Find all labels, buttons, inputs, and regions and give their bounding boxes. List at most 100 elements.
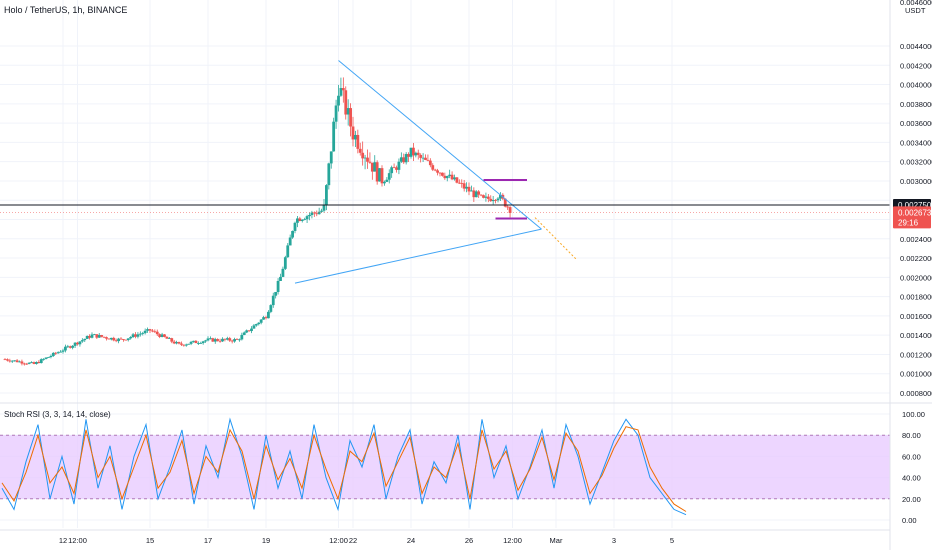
candle [346, 99, 350, 126]
candle-body [351, 126, 355, 140]
time-axis-ticks[interactable]: 12 12:00 15 17 19 12:00 22 24 26 12:00 Mar 3 5 [59, 536, 674, 545]
candle [438, 172, 442, 177]
candle-body [240, 334, 244, 340]
candle [370, 162, 374, 180]
candle [472, 187, 476, 203]
candle [315, 210, 319, 217]
candle [170, 337, 174, 344]
candle [477, 190, 481, 198]
candle-body [136, 334, 140, 337]
candle [499, 192, 502, 202]
candle-body [494, 200, 497, 201]
candle-body [230, 340, 234, 342]
candle [474, 190, 478, 198]
candle [73, 342, 77, 349]
candle-body [88, 336, 91, 338]
candle [112, 336, 116, 342]
candle-body [177, 342, 181, 344]
candle [296, 216, 299, 228]
candle-body [341, 88, 345, 91]
candle [312, 211, 316, 217]
candle [64, 344, 67, 353]
candle-body [407, 154, 410, 157]
candle [397, 158, 401, 175]
candle-body [489, 198, 493, 202]
candle-body [431, 165, 435, 170]
candle-body [312, 212, 316, 214]
candle [412, 143, 415, 162]
candle [18, 360, 21, 363]
candle-body [428, 160, 432, 166]
candle [42, 358, 46, 361]
candle-body [112, 337, 116, 341]
price-axis-ticks[interactable]: 0.0044000 0.0042000 0.0040000 0.0038000 0.00… [900, 0, 932, 398]
candle [503, 198, 507, 208]
candle-body [436, 170, 439, 173]
candle [167, 336, 171, 339]
candle-body [78, 341, 82, 345]
candle [194, 339, 198, 344]
candle [13, 360, 17, 362]
candle-body [247, 330, 251, 332]
candle [491, 195, 495, 205]
candle-body [83, 338, 87, 341]
candle-body [42, 358, 46, 360]
candle-body [71, 345, 75, 348]
candle-body [252, 325, 256, 329]
candle [165, 336, 169, 339]
last-price-text: 0.0026739 [898, 208, 932, 217]
candle [199, 341, 203, 344]
candle-body [346, 108, 350, 115]
price-tick-label: 0.0018000 [900, 293, 932, 302]
candle-body [358, 148, 362, 153]
candle [102, 336, 106, 339]
candle-body [419, 154, 423, 158]
candle [151, 328, 154, 333]
candle [494, 199, 497, 204]
candle-body [54, 352, 58, 354]
candle [245, 329, 249, 334]
candle [247, 330, 251, 332]
time-tick-label: 12:00 [68, 536, 87, 545]
candle [390, 165, 394, 178]
candle [327, 162, 331, 190]
candle-body [349, 108, 352, 127]
candle-body [477, 191, 481, 195]
time-tick-label: 19 [262, 536, 270, 545]
candle-body [201, 341, 205, 344]
indicator-title[interactable]: Stoch RSI (3, 3, 14, 14, close) [4, 410, 111, 419]
candle [484, 192, 488, 202]
candle [356, 129, 360, 154]
candle-body [308, 214, 311, 217]
price-tick-label-clipped: 0.0046000 [900, 0, 932, 7]
candle-body [467, 186, 471, 192]
candle-body [100, 335, 104, 337]
candle [404, 152, 408, 165]
candle [402, 153, 406, 164]
candle [175, 340, 178, 345]
candle-body [496, 198, 500, 201]
candle-body [288, 237, 292, 246]
stoch-axis-ticks[interactable]: 100.00 80.00 60.00 40.00 20.00 0.00 [902, 410, 925, 525]
price-tick-label: 0.0040000 [900, 81, 932, 90]
candle-body [416, 152, 420, 155]
price-tick-label: 0.0020000 [900, 273, 932, 282]
price-tick-label: 0.0030000 [900, 177, 932, 186]
candle-body [109, 337, 113, 340]
price-tick-label: 0.0036000 [900, 119, 932, 128]
candle [351, 116, 355, 147]
candle-body [189, 341, 193, 344]
candle-body [194, 340, 198, 344]
candle-body [158, 334, 162, 337]
candle-body [32, 362, 36, 364]
candle-body [259, 319, 263, 323]
candle [455, 177, 459, 184]
stoch-series-d [1, 426, 687, 512]
triangle-lower-trendline [294, 228, 542, 284]
candle-body [274, 291, 278, 296]
candle-body [503, 198, 507, 207]
candle [421, 153, 425, 163]
candle [252, 324, 256, 329]
candle-body [242, 332, 246, 335]
